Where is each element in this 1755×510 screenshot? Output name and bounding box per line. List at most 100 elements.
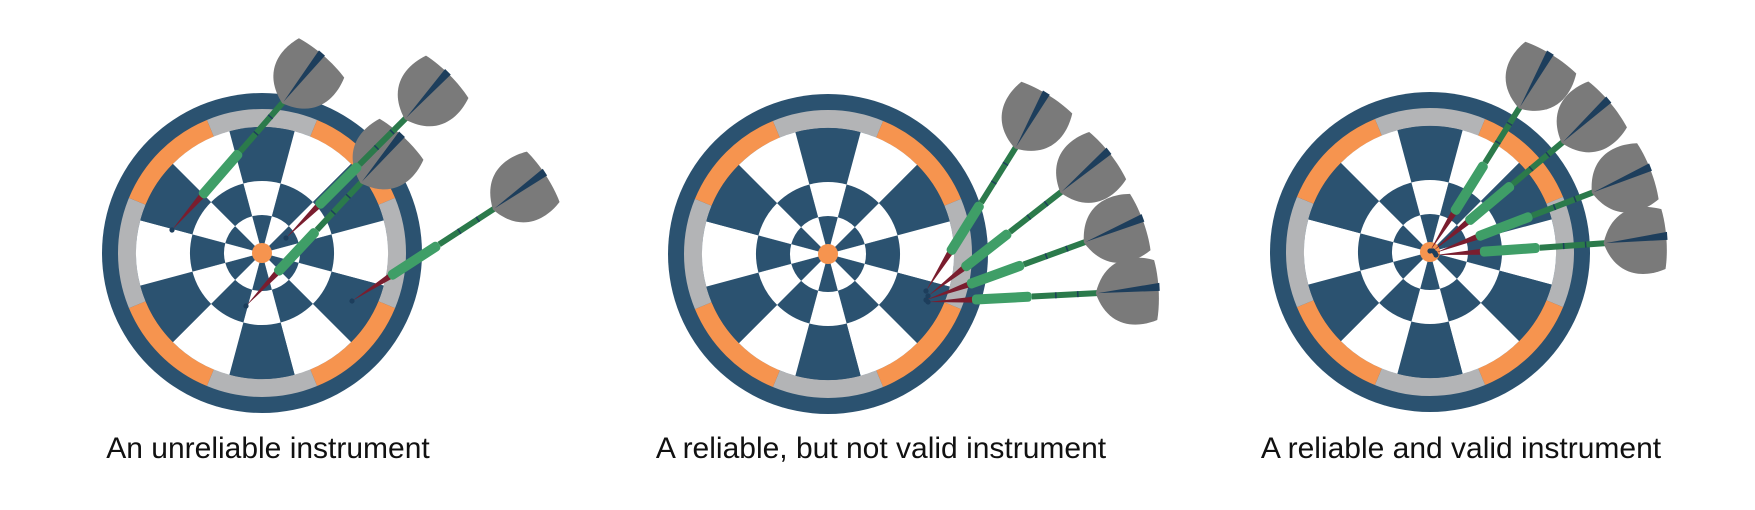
center-sector	[828, 254, 865, 281]
dart-hole	[925, 293, 931, 299]
center-sector	[235, 253, 262, 290]
dart-shaft	[1510, 136, 1569, 187]
center-sector	[1430, 252, 1467, 279]
double-ring-segment	[694, 302, 780, 388]
shaft-ring	[389, 129, 395, 135]
dart-1a	[169, 38, 345, 233]
dart-flight	[1001, 81, 1073, 151]
center-sector	[1393, 225, 1430, 252]
dart-shaft	[437, 203, 500, 247]
dart-barrel	[1450, 161, 1488, 215]
dart-hole	[283, 235, 289, 241]
flight-stripe	[361, 131, 405, 182]
dart-tip	[928, 296, 975, 303]
shaft-ring	[1552, 204, 1557, 211]
dart-barrel	[1475, 212, 1533, 241]
flight-stripe	[1605, 231, 1668, 244]
dart-tip	[1436, 248, 1483, 255]
double-ring-segment	[117, 197, 146, 309]
dart-tip	[1435, 233, 1480, 253]
double-ring-segment	[1546, 196, 1574, 308]
center-sector	[1403, 215, 1430, 252]
dart-tip	[928, 265, 967, 296]
double-ring-segment	[1296, 118, 1382, 204]
center-sector	[790, 244, 828, 264]
dart-tip	[172, 193, 205, 230]
center-sector	[818, 215, 838, 254]
center-sector	[791, 254, 828, 281]
center-sector	[225, 253, 262, 280]
flight-stripe	[283, 50, 325, 102]
dart-tip	[246, 270, 280, 306]
shaft-ring	[1506, 121, 1513, 127]
dart-shaft	[357, 112, 412, 167]
flight-stripe	[1085, 214, 1145, 242]
caption-reliable-and-valid: A reliable and valid instrument	[1260, 432, 1662, 465]
shaft-ring	[1002, 161, 1009, 167]
dart-hole	[169, 227, 175, 233]
double-ring-segment	[1374, 368, 1486, 397]
dart-barrel	[946, 201, 984, 255]
shaft-ring	[475, 216, 481, 223]
shaft-ring	[373, 144, 380, 151]
center-sector	[791, 227, 828, 254]
flight-stripe	[1520, 50, 1554, 107]
dart-shaft	[1482, 101, 1525, 165]
dart-hole	[1433, 252, 1439, 258]
shaft-ring	[1494, 140, 1501, 145]
center-sector	[235, 216, 262, 253]
double-ring-segment	[1478, 300, 1564, 386]
double-ring-segment	[876, 302, 962, 388]
dart-2a	[923, 81, 1073, 294]
dart-hole	[349, 298, 355, 304]
shaft-ring	[1528, 165, 1534, 172]
dart-flight	[1505, 41, 1577, 111]
dart-shaft	[237, 96, 289, 154]
center-sector	[818, 254, 838, 292]
flight-stripe	[1061, 147, 1112, 192]
dart-barrel	[315, 162, 362, 209]
dart-3d	[1433, 206, 1668, 274]
flight-stripe	[494, 168, 548, 209]
dart-tip	[1430, 210, 1457, 251]
dart-hole	[923, 288, 929, 294]
double-ring-segment	[772, 370, 884, 398]
center-sector	[828, 244, 866, 264]
caption-unreliable: An unreliable instrument	[106, 432, 430, 465]
center-sector	[1420, 214, 1440, 252]
double-ring-segment	[1374, 107, 1486, 136]
shaft-ring	[253, 130, 259, 136]
double-ring-segment	[128, 301, 214, 387]
dart-barrel	[274, 228, 319, 276]
double-ring-segment	[684, 198, 712, 310]
dart-barrel	[961, 229, 1012, 272]
double-ring-segment	[772, 110, 884, 138]
dart-shaft	[1031, 289, 1102, 300]
dart-barrel	[1465, 181, 1515, 225]
dart-1b	[243, 118, 424, 309]
dart-tip	[926, 250, 953, 291]
center-sector	[1430, 215, 1457, 252]
dart-shaft	[1531, 187, 1599, 219]
center-sector	[1393, 252, 1430, 279]
double-ring-segment	[1285, 196, 1314, 308]
dart-barrel	[971, 291, 1032, 305]
double-ring-segment	[876, 120, 962, 206]
flight-stripe	[406, 69, 451, 118]
shaft-ring	[990, 180, 997, 185]
shaft-ring	[1545, 151, 1551, 158]
center-sector	[224, 243, 262, 263]
double-ring-segment	[1296, 300, 1382, 386]
dart-shaft	[314, 176, 367, 232]
center-sector	[828, 254, 855, 291]
dart-shaft	[1008, 186, 1067, 235]
dart-barrel	[198, 149, 243, 199]
shaft-ring	[457, 228, 462, 235]
dart-tip	[286, 203, 321, 238]
shaft-ring	[1065, 245, 1069, 252]
flight-stripe	[1563, 96, 1612, 142]
dartboard-2	[668, 94, 988, 414]
dart-3a	[1427, 41, 1577, 254]
center-sector	[801, 254, 828, 291]
